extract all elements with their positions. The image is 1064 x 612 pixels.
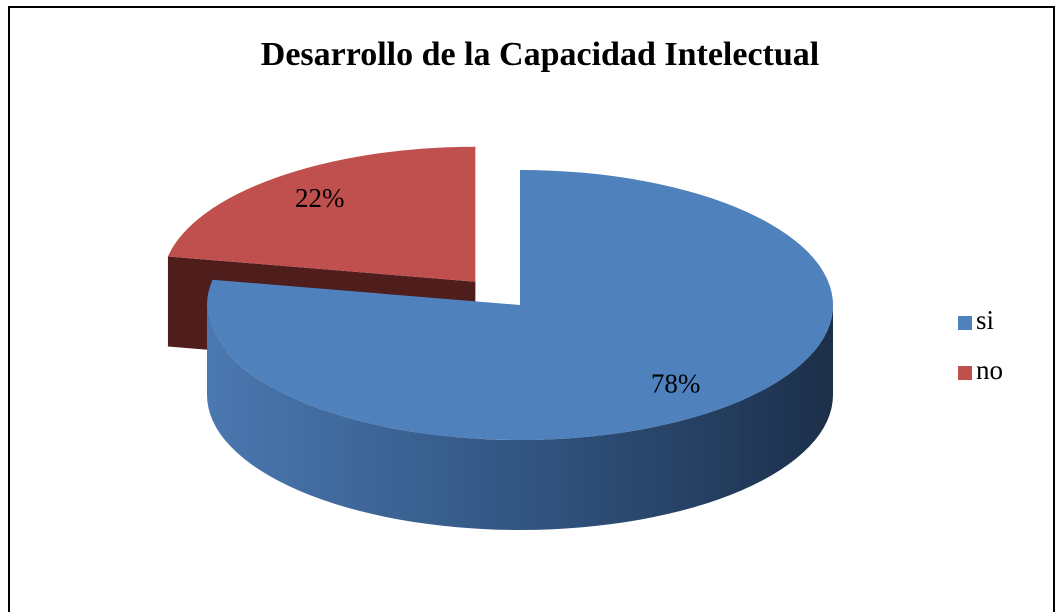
legend-swatch xyxy=(958,366,972,380)
slice xyxy=(167,146,476,282)
chart-title: Desarrollo de la Capacidad Intelectual xyxy=(261,36,819,73)
data-label: 22% xyxy=(295,183,345,213)
legend-label: no xyxy=(976,355,1003,385)
legend-swatch xyxy=(958,316,972,330)
slice xyxy=(206,170,833,440)
legend-label: si xyxy=(976,305,994,335)
slice-side xyxy=(207,305,833,530)
data-label: 78% xyxy=(651,368,701,398)
